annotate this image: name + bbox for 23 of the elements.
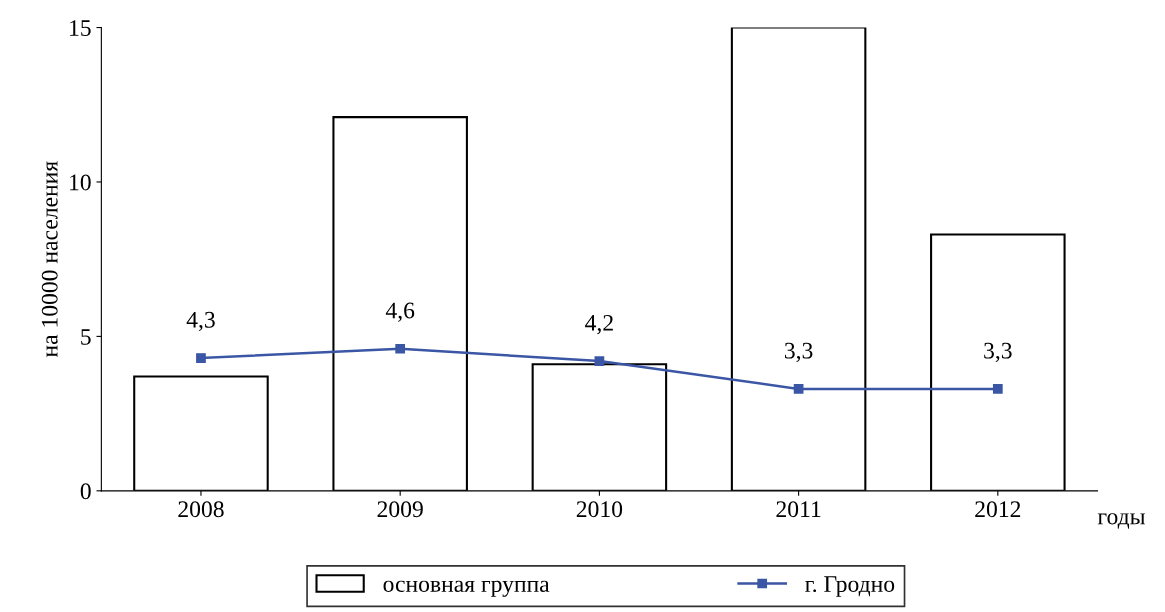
point bbox=[196, 353, 206, 363]
point bbox=[395, 343, 406, 354]
y-tick-label: 0 bbox=[80, 483, 91, 500]
data-label: 4,3 bbox=[186, 311, 215, 332]
x-tick-label: 2010 bbox=[576, 501, 623, 518]
x-tick-label: 2008 bbox=[178, 501, 224, 518]
data-label: 3,3 bbox=[784, 342, 813, 362]
x-tick-label: 2011 bbox=[776, 501, 821, 518]
y-tick-label: 15 bbox=[70, 20, 91, 36]
x-axis-title: годы bbox=[1097, 513, 1145, 529]
point bbox=[992, 384, 1003, 394]
legend-label: основная группа bbox=[383, 580, 550, 597]
point bbox=[594, 356, 605, 366]
x-tick-label: 2012 bbox=[975, 501, 1021, 518]
y-tick-label: 10 bbox=[70, 174, 91, 191]
y-axis-title: на 10000 населения bbox=[41, 161, 58, 358]
y-tick-label: 5 bbox=[81, 329, 91, 345]
x-tick-label: 2009 bbox=[377, 501, 423, 518]
data-label: 4,6 bbox=[385, 302, 415, 322]
data-label: 3,3 bbox=[984, 342, 1012, 362]
data-label: 4,2 bbox=[585, 314, 613, 335]
legend-label: г. Гродно bbox=[805, 576, 895, 597]
point bbox=[793, 384, 804, 394]
